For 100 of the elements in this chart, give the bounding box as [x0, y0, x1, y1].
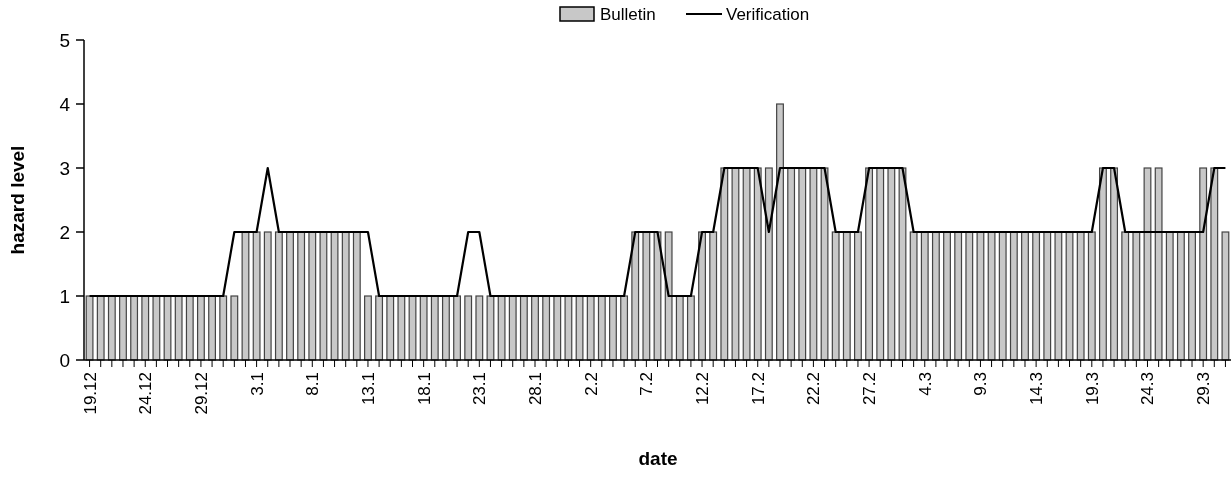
x-tick-label: 24.12 — [136, 372, 156, 415]
bar — [464, 295, 473, 361]
bar — [241, 231, 250, 361]
bar — [263, 231, 272, 361]
y-tick-label: 0 — [59, 350, 70, 371]
bar — [419, 295, 428, 361]
x-tick-label: 19.3 — [1082, 372, 1102, 406]
x-tick-label: 3.1 — [247, 372, 267, 396]
x-tick-label: 17.2 — [748, 372, 768, 406]
bar — [642, 231, 651, 361]
bar — [397, 295, 406, 361]
bar — [764, 167, 773, 361]
x-tick-label: 18.1 — [414, 372, 434, 406]
y-tick-label: 1 — [59, 286, 70, 307]
x-tick-label: 29.3 — [1194, 372, 1214, 406]
bar — [119, 295, 127, 361]
x-tick-label: 7.2 — [637, 372, 657, 396]
x-tick-label: 14.3 — [1027, 372, 1047, 406]
bar — [865, 167, 874, 361]
bar — [898, 167, 907, 361]
x-tick-label: 9.3 — [971, 372, 991, 396]
bar — [631, 231, 640, 361]
bar — [798, 167, 807, 361]
bar — [976, 231, 985, 361]
bar — [809, 167, 818, 361]
bar — [107, 295, 116, 361]
bar — [386, 295, 395, 361]
bar — [987, 231, 996, 361]
bar — [508, 295, 517, 361]
bar — [308, 231, 317, 361]
bar — [352, 231, 361, 361]
bar — [597, 295, 606, 361]
bar — [909, 231, 918, 361]
bar — [675, 295, 684, 361]
bar — [1221, 231, 1230, 361]
bar — [152, 295, 161, 361]
bar — [998, 231, 1007, 361]
bar — [542, 295, 551, 361]
bar — [208, 295, 216, 361]
bar — [1009, 231, 1018, 361]
bar — [820, 167, 829, 361]
bar — [219, 295, 228, 361]
bar — [620, 295, 629, 361]
bar — [1110, 167, 1119, 361]
bar — [831, 231, 840, 361]
bar — [742, 167, 751, 361]
bar — [1143, 167, 1152, 361]
x-tick-label: 27.2 — [860, 372, 880, 406]
bar — [1176, 231, 1185, 361]
bar — [319, 231, 328, 361]
bar — [943, 231, 951, 361]
bar — [141, 295, 150, 361]
legend-label: Bulletin — [600, 5, 656, 24]
bar — [564, 295, 573, 361]
bar — [475, 295, 484, 361]
bar — [586, 295, 595, 361]
bar — [1199, 167, 1208, 361]
bar — [698, 231, 706, 361]
bar — [1032, 231, 1041, 361]
x-tick-label: 12.2 — [693, 372, 713, 406]
bar — [174, 295, 183, 361]
bar — [1054, 231, 1063, 361]
bar — [1210, 167, 1219, 361]
bar — [720, 167, 729, 361]
bar — [274, 231, 283, 361]
bar — [96, 295, 105, 361]
x-tick-label: 29.12 — [191, 372, 211, 415]
bar — [185, 295, 194, 361]
bar — [753, 167, 762, 361]
bar — [609, 295, 617, 361]
bar — [375, 295, 384, 361]
bar — [297, 231, 306, 361]
x-tick-label: 24.3 — [1138, 372, 1158, 406]
bar — [1021, 231, 1029, 361]
bar — [575, 295, 584, 361]
bar — [731, 167, 740, 361]
x-tick-label: 19.12 — [80, 372, 100, 415]
x-tick-label: 13.1 — [358, 372, 378, 406]
bar — [85, 295, 94, 361]
x-tick-label: 23.1 — [470, 372, 490, 406]
bar — [1087, 231, 1096, 361]
bar — [497, 295, 506, 361]
bar — [854, 231, 862, 361]
bar — [453, 295, 461, 361]
bar — [408, 295, 417, 361]
bar — [954, 231, 963, 361]
y-tick-label: 4 — [59, 94, 71, 115]
bar — [842, 231, 851, 361]
bar — [364, 295, 372, 361]
bar — [965, 231, 974, 361]
legend-label: Verification — [726, 5, 810, 24]
bar — [330, 231, 339, 361]
bar — [876, 167, 885, 361]
bar — [1154, 167, 1163, 361]
bar — [286, 231, 294, 361]
bar — [519, 295, 528, 361]
x-tick-label: 4.3 — [915, 372, 935, 396]
bar — [709, 231, 718, 361]
bar — [252, 231, 261, 361]
bar — [787, 167, 796, 361]
